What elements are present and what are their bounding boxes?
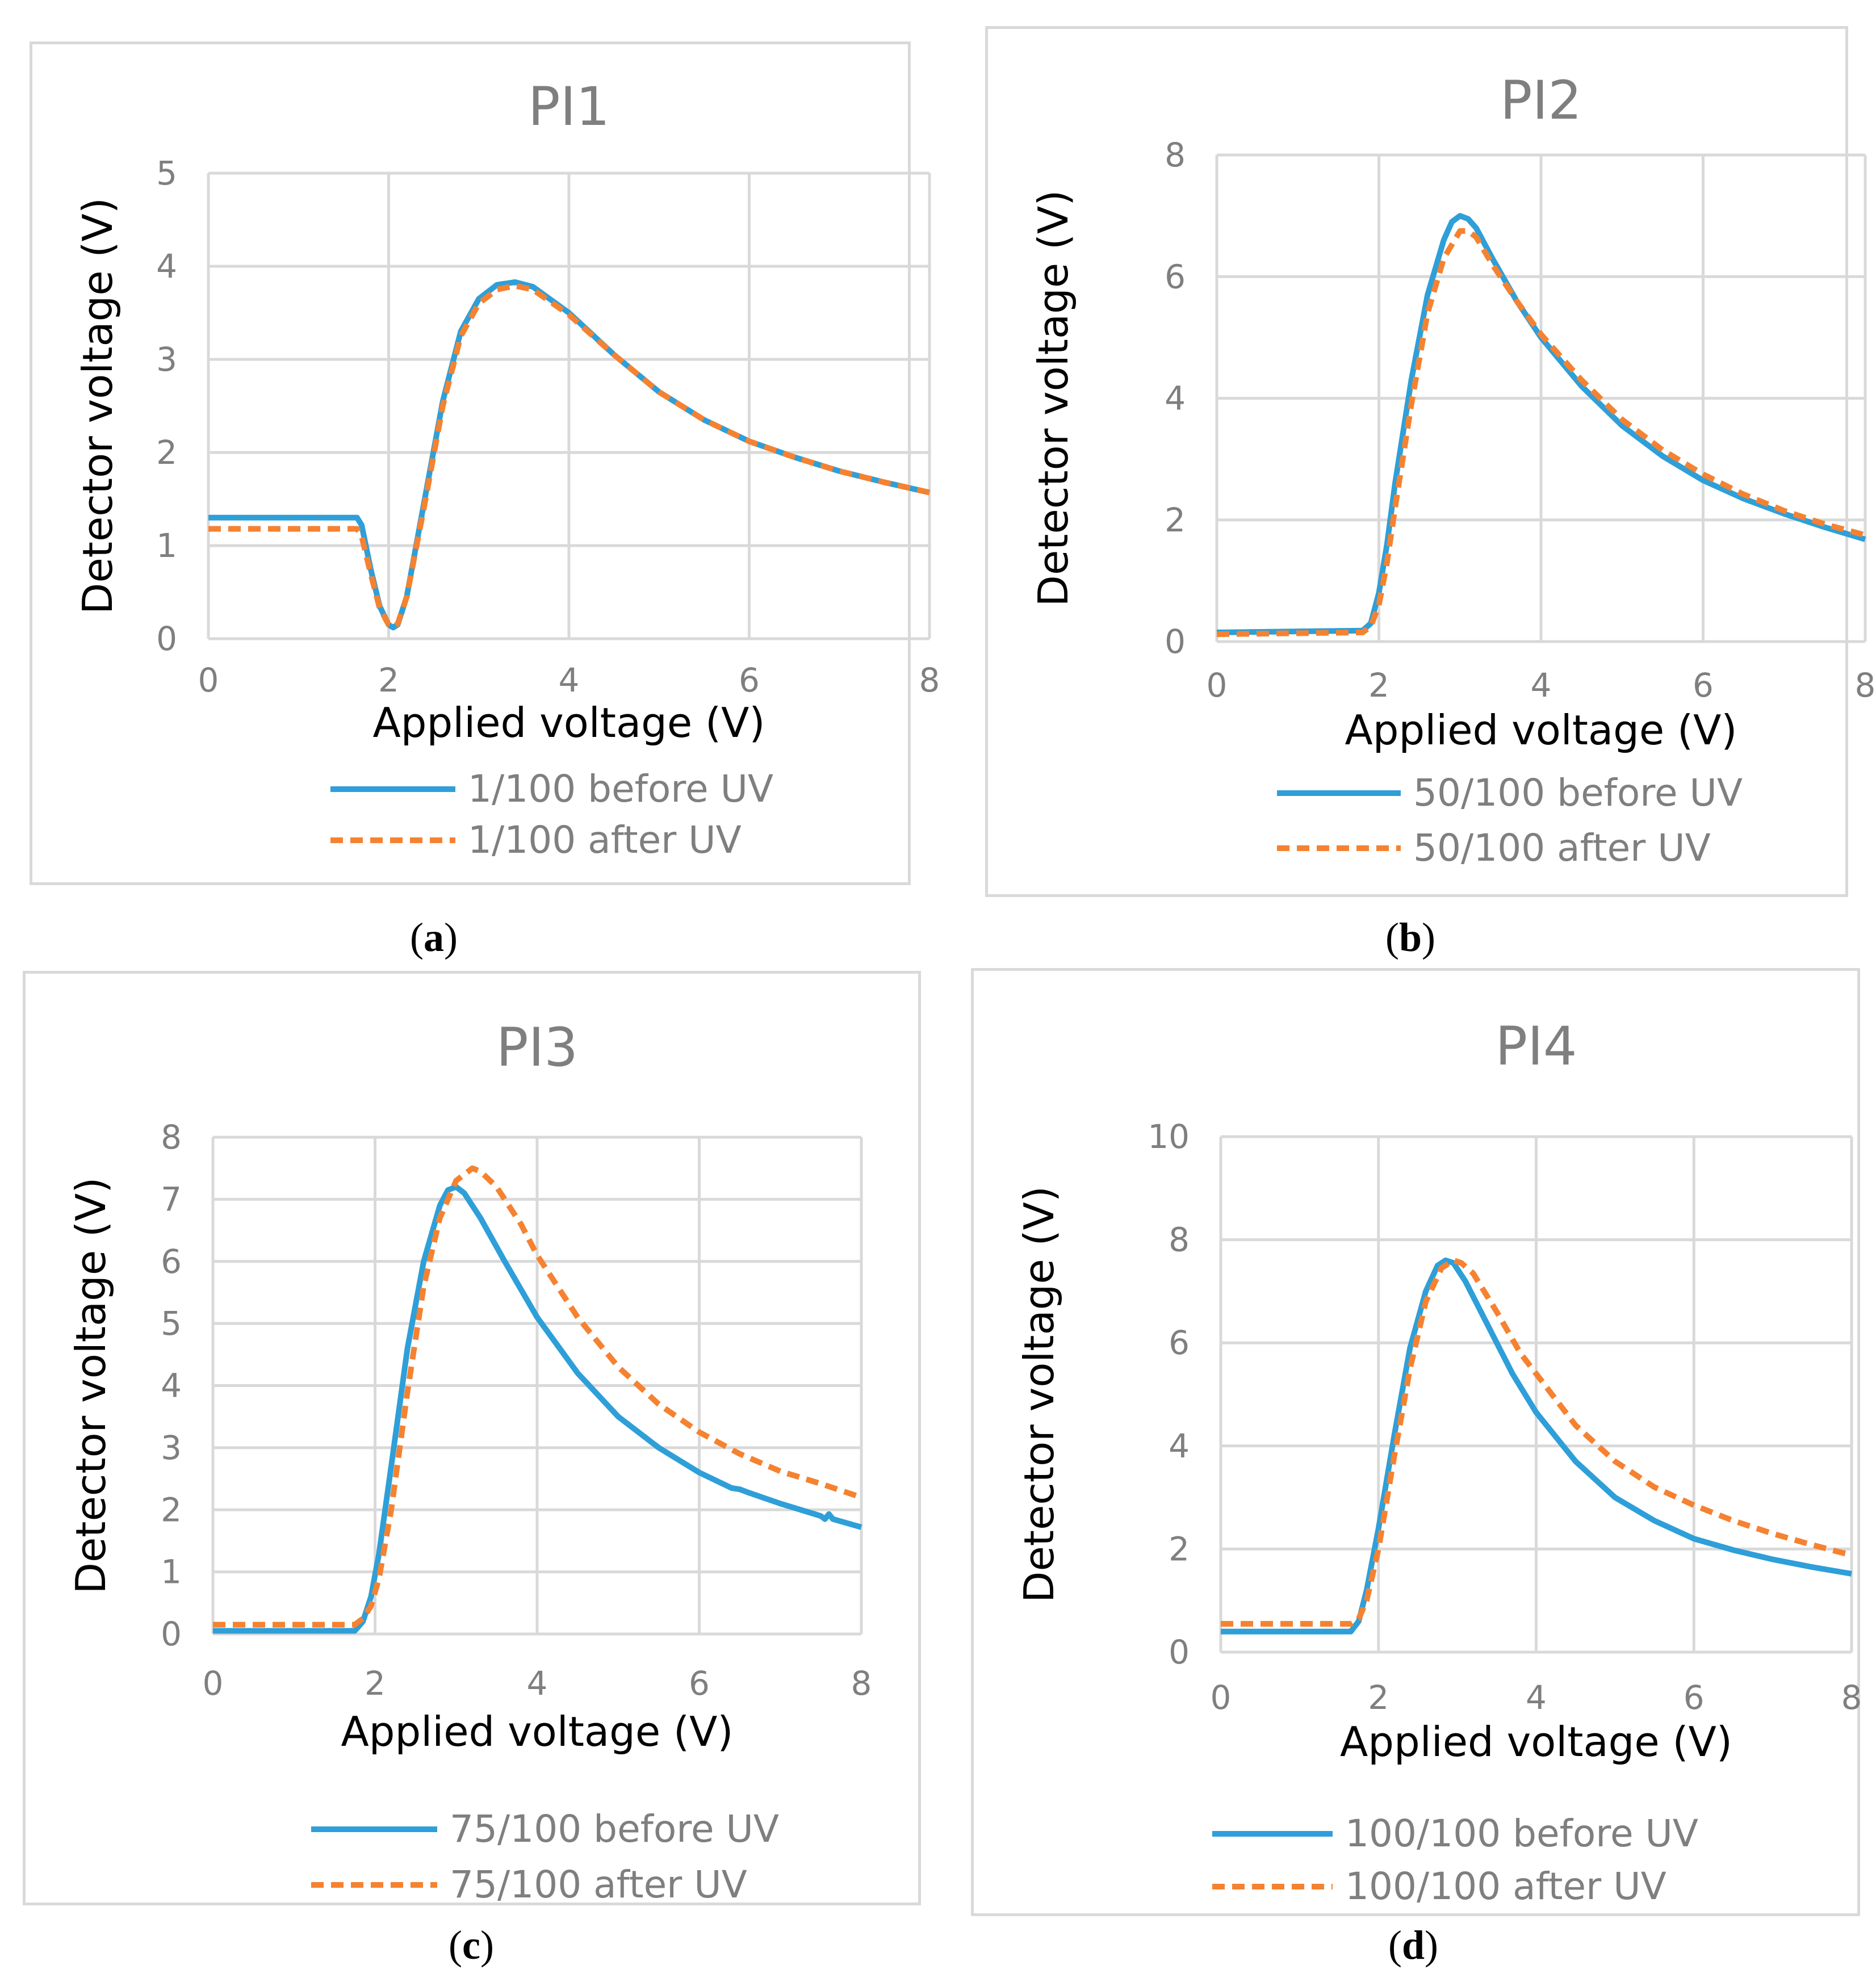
legend-label: 1/100 before UV — [468, 767, 773, 811]
y-tick-label: 6 — [161, 1242, 182, 1281]
x-tick-label: 0 — [198, 661, 219, 699]
y-axis-label: Detector voltage (V) — [67, 1178, 115, 1594]
chart-title: PI4 — [1495, 1016, 1577, 1078]
x-tick-label: 8 — [1841, 1678, 1862, 1717]
y-tick-label: 3 — [156, 340, 177, 379]
legend-label: 1/100 after UV — [468, 818, 742, 862]
chart-panel-pi2: PI2 0 2 4 6 8 0 2 4 6 8 Applied voltage (V) Detector… — [985, 26, 1875, 897]
chart-panel-pi3: PI3 0 2 4 6 8 0 1 2 3 4 5 6 7 8 Applied voltage (V) Dete… — [23, 971, 921, 1906]
series-line-before-uv — [1216, 213, 1866, 635]
y-tick-label: 10 — [1148, 1117, 1190, 1156]
y-tick-label: 0 — [1165, 622, 1186, 661]
x-tick-label: 4 — [527, 1664, 548, 1703]
x-tick-label: 4 — [1526, 1678, 1547, 1717]
y-tick-label: 0 — [156, 619, 177, 658]
y-tick-label: 2 — [1165, 501, 1186, 539]
chart-pi4: PI4 0 2 4 6 8 0 2 4 6 8 10 Applied voltage (V) Detect… — [1015, 1016, 1862, 1908]
x-tick-label: 2 — [1368, 666, 1389, 705]
chart-title: PI3 — [496, 1017, 578, 1079]
caption-d: (d) — [1388, 1922, 1439, 1968]
x-tick-label: 2 — [1368, 1678, 1389, 1717]
y-tick-label: 4 — [161, 1367, 182, 1405]
x-tick-label: 0 — [1207, 666, 1228, 705]
y-axis-label: Detector voltage (V) — [1029, 190, 1077, 607]
y-tick-label: 1 — [156, 526, 177, 565]
caption-a: (a) — [410, 915, 458, 960]
legend-label: 100/100 after UV — [1345, 1864, 1666, 1908]
x-tick-label: 8 — [851, 1664, 872, 1703]
x-axis-label: Applied voltage (V) — [373, 699, 765, 747]
series-line-after-uv — [1216, 228, 1866, 638]
x-tick-label: 8 — [919, 661, 940, 699]
x-tick-label: 6 — [1684, 1678, 1705, 1717]
y-axis-label: Detector voltage (V) — [74, 198, 122, 614]
y-tick-label: 4 — [1165, 379, 1186, 418]
y-tick-label: 8 — [1169, 1221, 1190, 1259]
legend-label: 75/100 before UV — [450, 1807, 779, 1851]
x-tick-label: 6 — [689, 1664, 710, 1703]
x-tick-label: 6 — [739, 661, 760, 699]
chart-title: PI2 — [1500, 70, 1582, 132]
x-tick-label: 4 — [559, 661, 580, 699]
chart-panel-pi4: PI4 0 2 4 6 8 0 2 4 6 8 10 Applied voltage (V) Detect… — [971, 968, 1862, 1916]
y-tick-label: 8 — [1165, 136, 1186, 174]
y-tick-label: 4 — [156, 247, 177, 286]
series-line-after-uv — [213, 1165, 862, 1628]
series-line-after-uv — [1221, 1257, 1853, 1627]
chart-title: PI1 — [528, 76, 610, 138]
y-tick-label: 0 — [161, 1615, 182, 1653]
y-axis-label: Detector voltage (V) — [1015, 1186, 1063, 1603]
legend-label: 50/100 after UV — [1413, 826, 1711, 870]
y-tick-label: 6 — [1165, 257, 1186, 296]
caption-c: (c) — [449, 1922, 494, 1968]
x-tick-label: 6 — [1693, 666, 1714, 705]
caption-b: (b) — [1385, 915, 1436, 960]
y-tick-label: 0 — [1169, 1633, 1190, 1671]
y-tick-label: 2 — [161, 1490, 182, 1529]
y-tick-label: 8 — [161, 1118, 182, 1156]
y-tick-label: 6 — [1169, 1323, 1190, 1362]
series-line-before-uv — [1221, 1257, 1852, 1635]
y-tick-label: 2 — [1169, 1530, 1190, 1568]
y-tick-label: 3 — [161, 1428, 182, 1467]
x-axis-label: Applied voltage (V) — [341, 1708, 734, 1755]
x-tick-label: 0 — [203, 1664, 224, 1703]
y-tick-label: 4 — [1169, 1427, 1190, 1465]
legend-label: 100/100 before UV — [1345, 1812, 1698, 1855]
chart-panel-pi1: PI1 0 2 4 6 8 0 1 2 3 4 5 Applied voltage (V) Detecto… — [30, 41, 940, 885]
chart-pi3: PI3 0 2 4 6 8 0 1 2 3 4 5 6 7 8 Applied voltage (V) Dete… — [67, 1017, 872, 1906]
x-axis-label: Applied voltage (V) — [1340, 1718, 1732, 1766]
y-tick-label: 1 — [161, 1553, 182, 1591]
y-tick-label: 2 — [156, 433, 177, 472]
y-tick-label: 5 — [156, 154, 177, 192]
y-tick-label: 7 — [161, 1180, 182, 1218]
x-axis-label: Applied voltage (V) — [1345, 706, 1737, 754]
x-tick-label: 4 — [1531, 666, 1552, 705]
legend-label: 75/100 after UV — [450, 1863, 747, 1906]
x-tick-label: 2 — [365, 1664, 386, 1703]
x-tick-label: 0 — [1211, 1678, 1232, 1717]
x-tick-label: 2 — [378, 661, 399, 699]
chart-pi2: PI2 0 2 4 6 8 0 2 4 6 8 Applied voltage (V) Detector… — [1029, 70, 1875, 870]
series-line-before-uv — [213, 1184, 862, 1634]
y-tick-label: 5 — [161, 1304, 182, 1343]
chart-pi1: PI1 0 2 4 6 8 0 1 2 3 4 5 Applied voltage (V) Detecto… — [74, 76, 940, 862]
x-tick-label: 8 — [1855, 666, 1876, 705]
series-line-after-uv — [208, 283, 931, 630]
legend-label: 50/100 before UV — [1413, 771, 1743, 815]
